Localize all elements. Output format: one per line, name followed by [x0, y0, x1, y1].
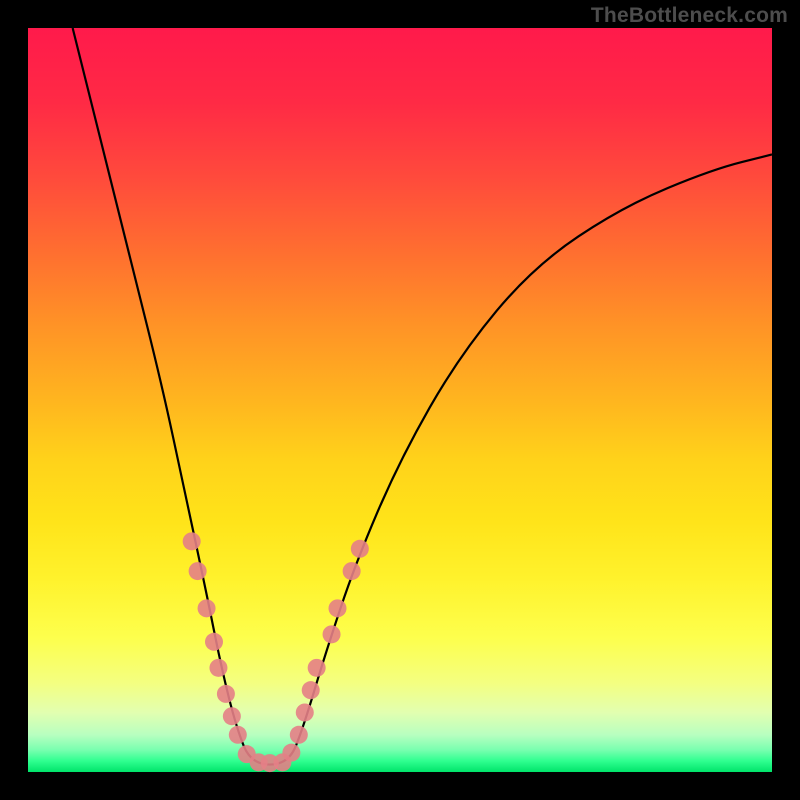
marker-point: [290, 726, 308, 744]
scatter-markers: [183, 532, 369, 772]
marker-point: [209, 659, 227, 677]
marker-point: [296, 703, 314, 721]
marker-point: [189, 562, 207, 580]
marker-point: [323, 625, 341, 643]
chart-container: TheBottleneck.com: [0, 0, 800, 800]
marker-point: [205, 633, 223, 651]
marker-point: [351, 540, 369, 558]
marker-point: [302, 681, 320, 699]
marker-point: [223, 707, 241, 725]
marker-point: [217, 685, 235, 703]
marker-point: [329, 599, 347, 617]
marker-point: [229, 726, 247, 744]
marker-point: [282, 744, 300, 762]
bottleneck-curve: [73, 28, 772, 765]
watermark-text: TheBottleneck.com: [591, 4, 788, 28]
curve-layer: [28, 28, 772, 772]
marker-point: [198, 599, 216, 617]
marker-point: [343, 562, 361, 580]
marker-point: [183, 532, 201, 550]
marker-point: [308, 659, 326, 677]
